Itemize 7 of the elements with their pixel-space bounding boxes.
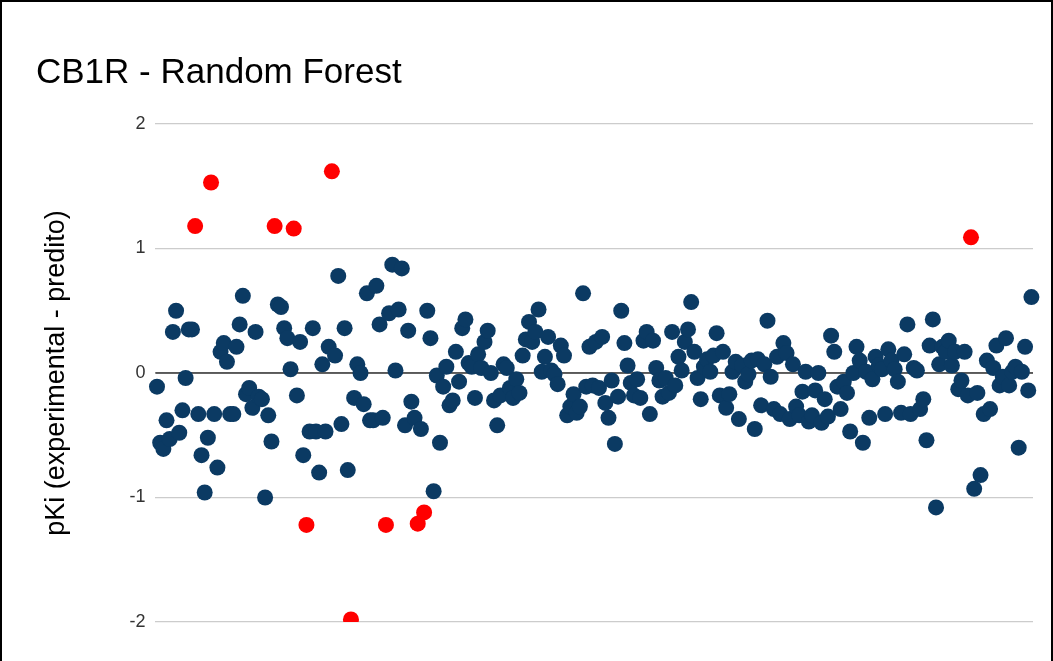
- y-tick-label: 0: [135, 361, 146, 382]
- y-axis-title: pKi (experimental - predito): [39, 210, 70, 536]
- y-tick-label: -2: [129, 610, 146, 631]
- y-tick-label: 1: [135, 237, 146, 258]
- y-tick-label: -1: [129, 486, 146, 507]
- y-tick-label: 2: [135, 112, 146, 133]
- chart-title: CB1R - Random Forest: [36, 50, 402, 90]
